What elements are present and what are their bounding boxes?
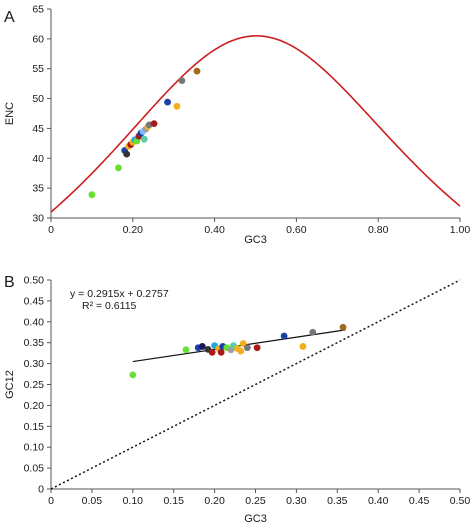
chart-b-data-point bbox=[309, 328, 317, 336]
chart-a-x-tick-label: 1.00 bbox=[450, 224, 471, 236]
chart-b-y-axis-title: GC12 bbox=[4, 370, 16, 399]
chart-a-data-point bbox=[88, 191, 96, 199]
chart-a-y-tick-label: 50 bbox=[32, 93, 44, 105]
chart-a-x-tick-label: 0.20 bbox=[123, 224, 144, 236]
chart-b-x-tick-label: 0.50 bbox=[450, 495, 471, 507]
chart-a-y-tick-label: 30 bbox=[32, 213, 44, 225]
chart-b-y-tick-label: 0.50 bbox=[24, 275, 45, 287]
chart-b-data-point bbox=[198, 343, 206, 350]
panel-letter-b: B bbox=[4, 274, 15, 291]
chart-b-y-tick-label: 0.05 bbox=[24, 463, 45, 475]
chart-b-data-point bbox=[182, 346, 190, 354]
chart-b: 0 0.05 0.10 0.15 0.20 0.25 0.30 0.35 0.40 0.45 0.5… bbox=[4, 275, 470, 526]
chart-a-y-tick-label: 65 bbox=[32, 4, 44, 16]
chart-b-x-tick-label: 0.15 bbox=[163, 495, 184, 507]
chart-b-y-tick-label: 0 bbox=[38, 484, 44, 496]
chart-b-y-tick-label: 0.40 bbox=[24, 316, 45, 328]
chart-b-x-tick-label: 0.30 bbox=[286, 495, 307, 507]
chart-a-data-point bbox=[115, 164, 122, 172]
chart-b-data-point bbox=[208, 348, 216, 356]
panel-letter-a: A bbox=[4, 9, 15, 26]
chart-b-x-tick-label: 0.45 bbox=[409, 495, 430, 507]
chart-b-y-tick-label: 0.10 bbox=[24, 442, 45, 454]
chart-b-x-tick-label: 0 bbox=[48, 495, 54, 507]
chart-a-data-point bbox=[173, 102, 181, 110]
chart-a-data-point bbox=[123, 150, 131, 158]
chart-b-data-point bbox=[339, 323, 347, 331]
chart-b-data-point bbox=[280, 332, 288, 340]
chart-b-annotation: y = 0.2915x + 0.2757 bbox=[70, 288, 169, 300]
chart-a-y-axis-title: ENC bbox=[4, 102, 16, 125]
chart-b-data-point bbox=[299, 343, 307, 350]
chart-a-y-tick-label: 55 bbox=[32, 63, 44, 75]
chart-b-diagonal-line bbox=[50, 279, 461, 490]
chart-b-x-tick-label: 0.05 bbox=[82, 495, 103, 507]
chart-a-x-tick-label: 0.40 bbox=[204, 224, 225, 236]
chart-a-data-point bbox=[164, 98, 171, 106]
chart-b-y-tick-label: 0.20 bbox=[24, 400, 45, 412]
chart-a-y-tick-label: 40 bbox=[32, 153, 44, 165]
chart-b-data-point bbox=[253, 344, 261, 352]
chart-a-y-tick-label: 35 bbox=[32, 183, 44, 195]
chart-a-y-tick-label: 45 bbox=[32, 123, 44, 135]
chart-b-x-tick-label: 0.40 bbox=[368, 495, 389, 507]
chart-a-x-axis-title: GC3 bbox=[244, 234, 267, 246]
chart-b-data-point bbox=[243, 344, 251, 352]
chart-a-x-tick-label: 0 bbox=[48, 224, 54, 236]
chart-a-x-tick-label: 0.80 bbox=[368, 224, 389, 236]
chart-a-expected-curve bbox=[50, 35, 461, 213]
chart-b-y-tick-label: 0.30 bbox=[24, 358, 45, 370]
chart-a-data-point bbox=[150, 120, 158, 128]
chart-a: 30 35 40 45 50 55 60 65 0 0.20 0.40 0.60 0.80 1.00 GC3… bbox=[4, 4, 470, 247]
chart-a-data-point bbox=[178, 77, 186, 85]
chart-a-y-tick-label: 60 bbox=[32, 33, 44, 45]
chart-b-y-tick-label: 0.45 bbox=[24, 295, 45, 307]
chart-b-x-tick-label: 0.25 bbox=[245, 495, 266, 507]
chart-b-y-tick-label: 0.25 bbox=[24, 379, 45, 391]
chart-b-y-tick-label: 0.35 bbox=[24, 337, 45, 349]
chart-a-data-point bbox=[140, 135, 148, 143]
chart-b-data-point bbox=[217, 348, 225, 356]
chart-b-x-axis-title: GC3 bbox=[244, 513, 267, 525]
chart-b-data-point bbox=[239, 340, 247, 347]
chart-b-data-point bbox=[237, 347, 245, 355]
chart-b-x-tick-label: 0.10 bbox=[123, 495, 144, 507]
chart-b-y-tick-label: 0.15 bbox=[24, 421, 45, 433]
chart-b-annotation: R² = 0.6115 bbox=[82, 300, 137, 312]
chart-b-x-tick-label: 0.20 bbox=[204, 495, 225, 507]
chart-b-x-tick-label: 0.35 bbox=[327, 495, 348, 507]
chart-a-x-tick-label: 0.60 bbox=[286, 224, 307, 236]
chart-b-data-point bbox=[129, 371, 137, 379]
chart-a-data-point bbox=[193, 67, 201, 75]
